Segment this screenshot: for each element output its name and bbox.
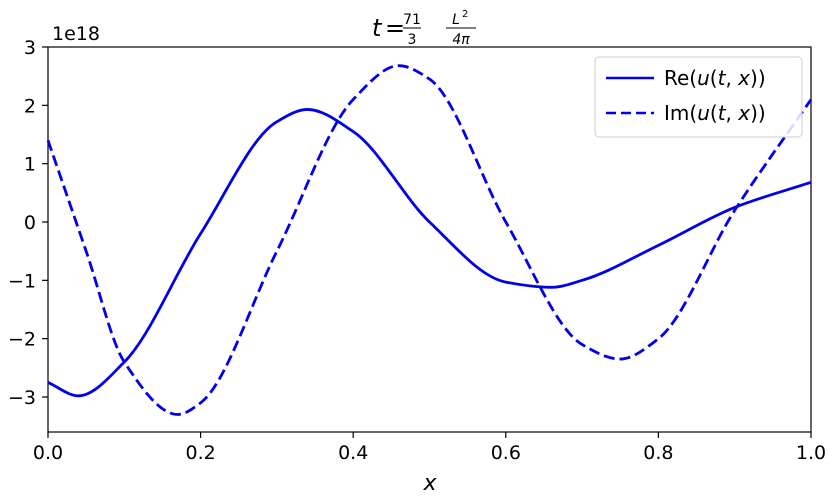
title-frac2-den: 4π (452, 32, 470, 48)
title-frac2-num-sup: 2 (462, 9, 468, 20)
y-tick-label: −1 (8, 270, 36, 292)
x-tick-label: 0.2 (185, 442, 215, 464)
title-equals: = (385, 14, 405, 42)
series-line-re (47, 108, 812, 398)
x-tick-label: 0.6 (491, 442, 521, 464)
title-frac1-num: 71 (403, 12, 421, 28)
y-tick-label: 1 (24, 154, 36, 176)
x-axis-label: x (422, 471, 437, 496)
chart-title: t = 71 3 L 2 4π (372, 9, 476, 48)
y-tick-label: −2 (8, 329, 36, 351)
x-tick-label: 0.8 (643, 442, 673, 464)
y-axis: 3 2 1 0 −1 −2 −3 (8, 37, 48, 409)
y-tick-label: −3 (8, 387, 36, 409)
y-tick-label: 0 (24, 212, 36, 234)
y-tick-label: 2 (24, 95, 36, 117)
plot-frame (47, 46, 812, 433)
y-tick-label: 3 (24, 37, 36, 59)
x-tick-label: 1.0 (796, 442, 826, 464)
title-frac1-den: 3 (408, 32, 417, 48)
x-axis: 0.0 0.2 0.4 0.6 0.8 1.0 (33, 432, 826, 464)
title-frac2-num: L (452, 12, 460, 28)
x-tick-label: 0.0 (33, 442, 63, 464)
series-layer (46, 64, 813, 416)
x-tick-label: 0.4 (338, 442, 368, 464)
series-line-im (46, 64, 813, 416)
title-t: t (372, 14, 383, 42)
y-offset-text: 1e18 (52, 23, 100, 45)
legend-label-re: Re(u(t, x)) (664, 66, 766, 90)
legend: Re(u(t, x)) Im(u(t, x)) (594, 56, 803, 138)
legend-label-im: Im(u(t, x)) (664, 101, 766, 125)
